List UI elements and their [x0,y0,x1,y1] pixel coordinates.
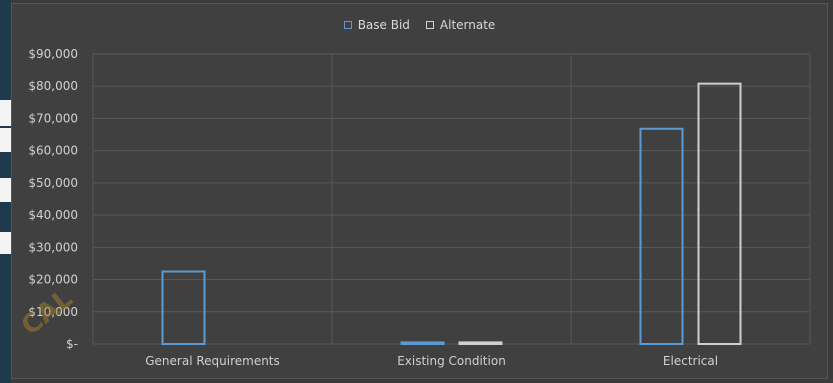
y-tick-label: $70,000 [28,111,78,125]
bars [161,82,742,346]
bar-alternate[interactable] [697,82,742,346]
x-category-label: Electrical [663,354,718,368]
chart-panel[interactable]: Base Bid Alternate $- $10,000 $20,000 $30,0… [11,3,828,379]
bar-base-bid[interactable] [639,127,684,345]
legend-swatch-alternate [425,21,434,29]
legend-swatch-base-bid [343,21,352,29]
y-tick-label: $80,000 [28,79,78,93]
legend-label-alternate: Alternate [439,18,496,32]
y-tick-label: $10,000 [28,305,78,319]
legend-item-base-bid[interactable]: Base Bid [343,18,410,32]
chart-legend: Base Bid Alternate [12,18,827,32]
y-tick-label: $- [66,337,78,351]
background-strip [0,0,11,383]
x-axis-labels: General Requirements Existing Condition El… [145,354,718,368]
y-tick-label: $90,000 [28,47,78,61]
y-axis-labels: $- $10,000 $20,000 $30,000 $40,000 $50,000 $60… [28,47,78,351]
y-tick-label: $40,000 [28,208,78,222]
y-tick-label: $60,000 [28,144,78,158]
y-tick-label: $30,000 [28,240,78,254]
gridlines [92,53,811,345]
bar-chart: $- $10,000 $20,000 $30,000 $40,000 $50,000 $60… [28,47,811,368]
bar-alternate[interactable] [458,341,503,345]
x-category-label: Existing Condition [397,354,506,368]
x-category-label: General Requirements [145,354,280,368]
bar-base-bid[interactable] [400,341,445,345]
y-tick-label: $50,000 [28,176,78,190]
legend-item-alternate[interactable]: Alternate [425,18,496,32]
y-tick-label: $20,000 [28,273,78,287]
bar-base-bid[interactable] [161,270,206,345]
legend-label-base-bid: Base Bid [357,18,410,32]
